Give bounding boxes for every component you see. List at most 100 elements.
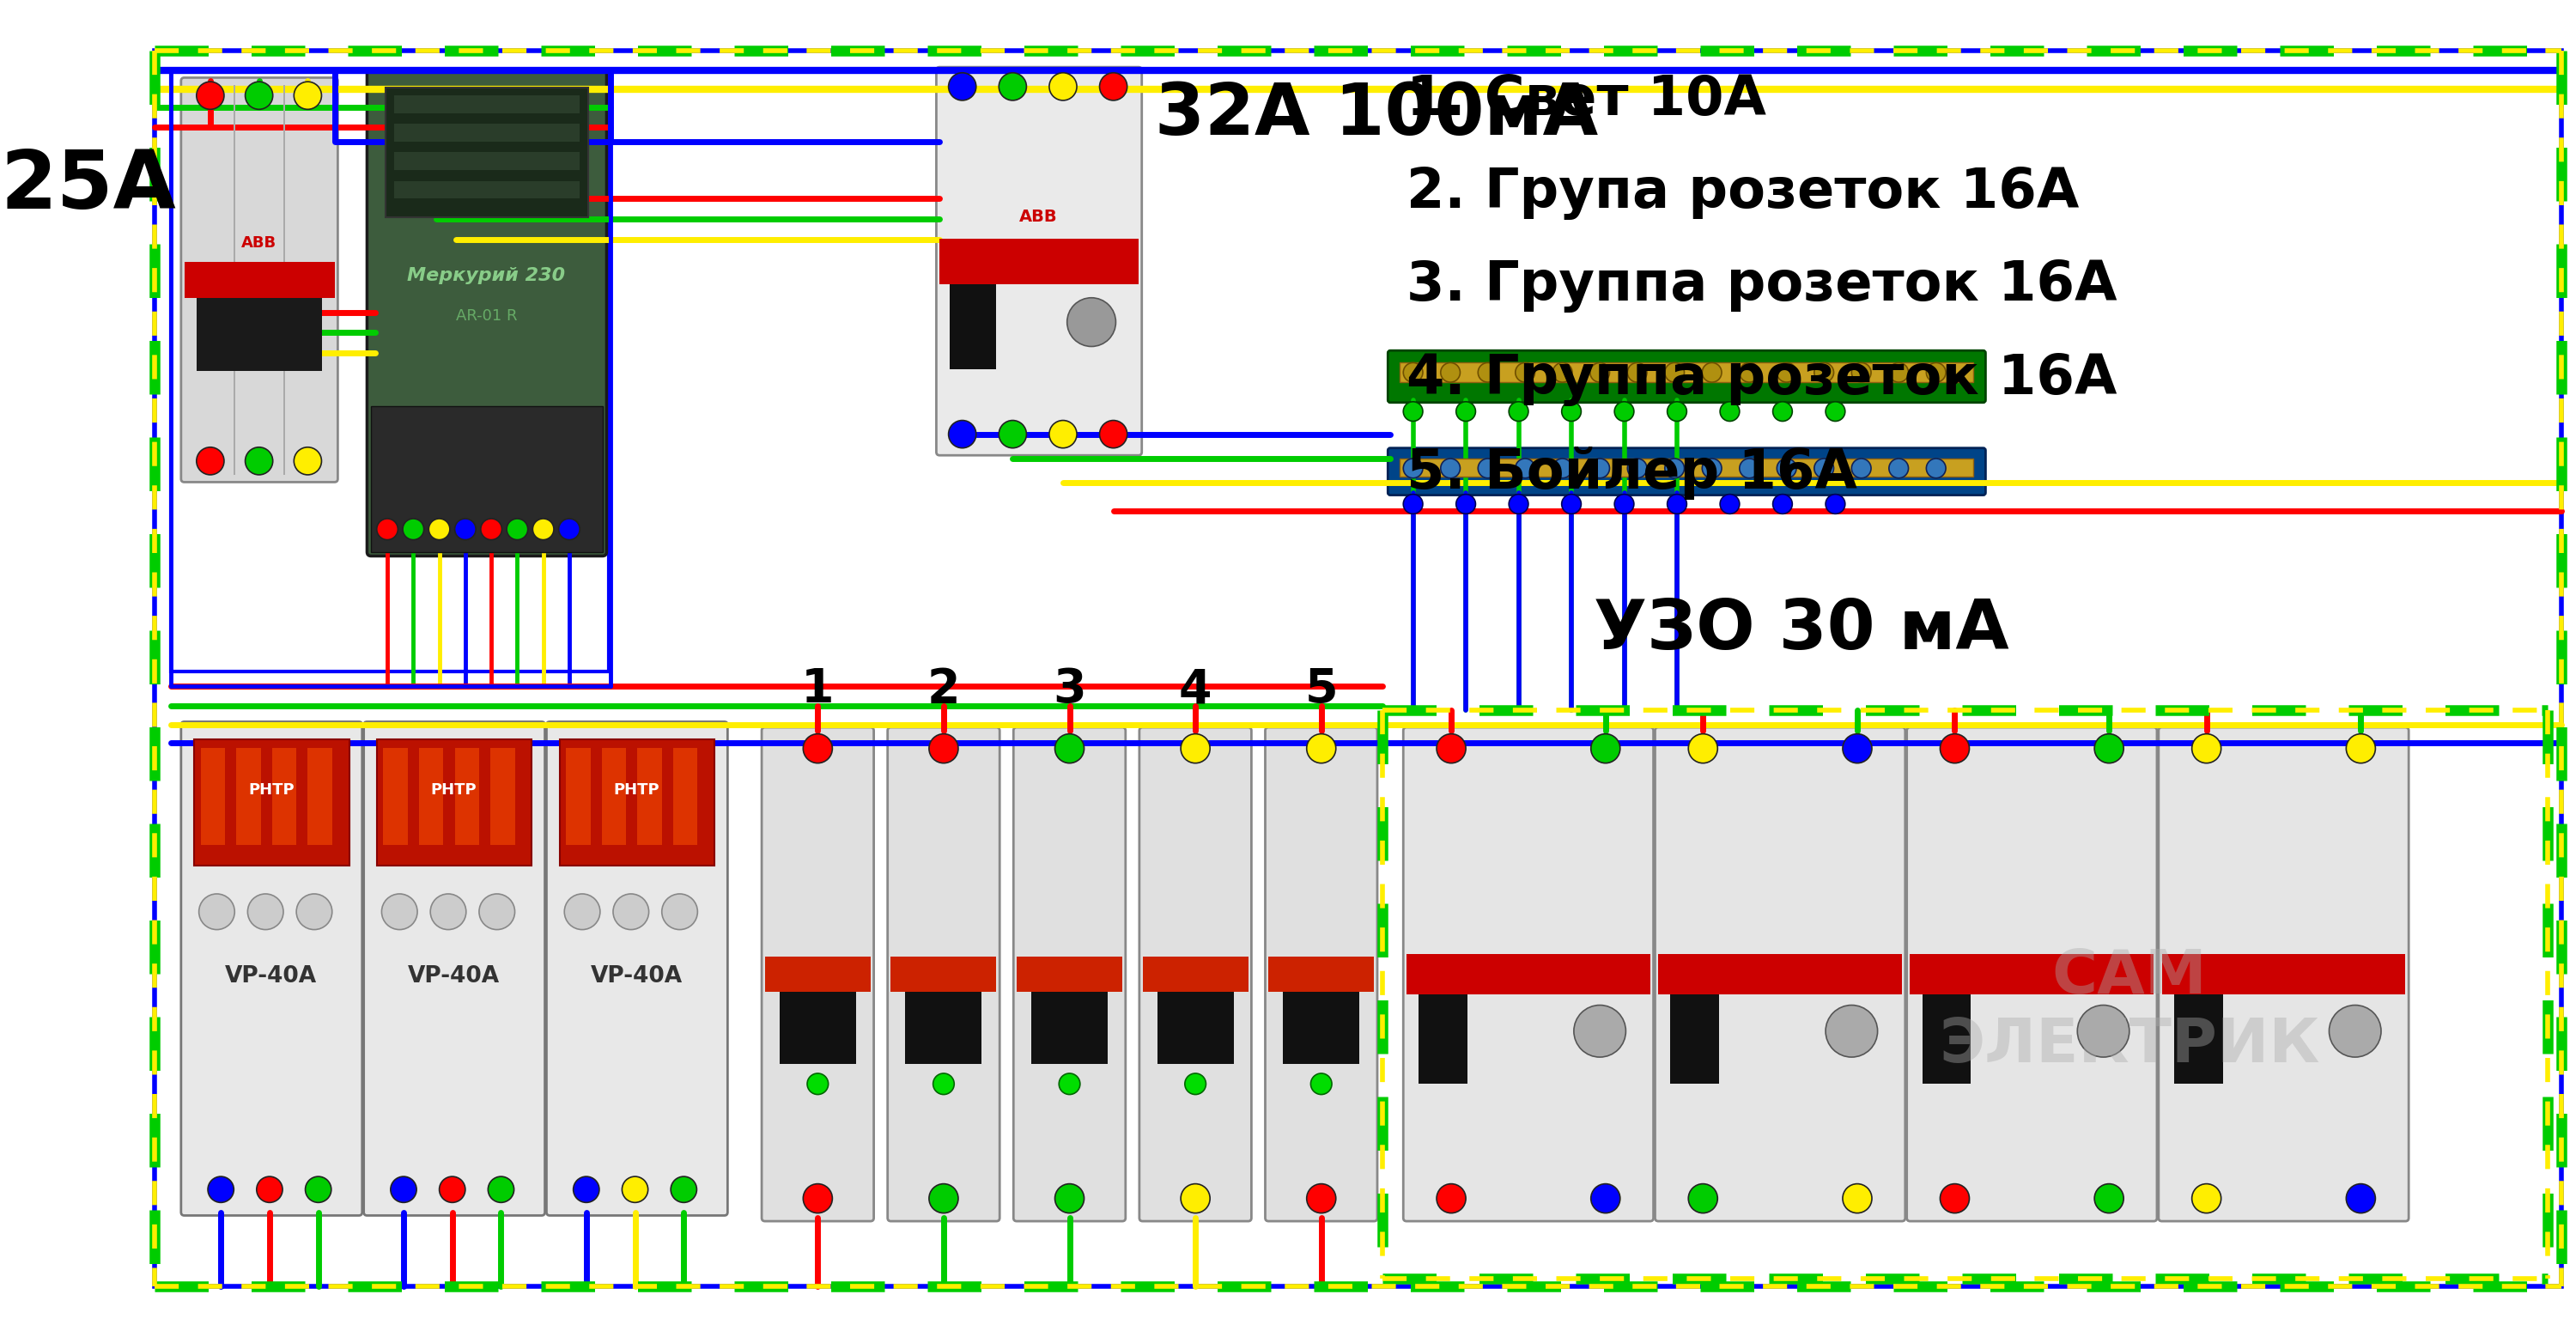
Circle shape [1180,1183,1211,1213]
Circle shape [1615,401,1633,421]
Circle shape [428,519,451,540]
Circle shape [1404,362,1422,382]
Circle shape [1440,362,1461,382]
Bar [307,747,332,845]
Circle shape [1927,362,1945,382]
Bar [636,747,662,845]
Circle shape [1721,401,1739,421]
Circle shape [1404,459,1422,479]
Circle shape [930,734,958,763]
Text: РНТР: РНТР [430,782,477,798]
Circle shape [2192,1183,2221,1213]
Circle shape [507,519,528,540]
Circle shape [559,519,580,540]
Circle shape [1100,72,1128,100]
Text: 4. Группа розеток 16А: 4. Группа розеток 16А [1406,353,2117,406]
Bar [951,283,997,369]
Circle shape [948,72,976,100]
Text: 2: 2 [927,666,961,713]
Text: 5: 5 [1303,666,1337,713]
FancyBboxPatch shape [889,727,999,1221]
Circle shape [1479,459,1497,479]
Circle shape [1437,1183,1466,1213]
Circle shape [1056,734,1084,763]
Circle shape [1479,362,1497,382]
Circle shape [1510,401,1528,421]
Circle shape [1852,362,1870,382]
Circle shape [209,1177,234,1202]
Circle shape [196,447,224,475]
Text: 32A 100мА: 32A 100мА [1154,80,1597,150]
Circle shape [2094,734,2123,763]
Circle shape [533,519,554,540]
FancyBboxPatch shape [363,722,546,1215]
Circle shape [1048,72,1077,100]
Circle shape [2329,1005,2380,1058]
Circle shape [479,894,515,929]
Text: ABB: ABB [1020,209,1059,225]
FancyBboxPatch shape [1012,727,1126,1221]
Circle shape [1703,362,1721,382]
Bar [2174,995,2223,1084]
Circle shape [2347,734,2375,763]
Bar [1922,995,1971,1084]
Circle shape [1826,495,1844,513]
Bar [765,956,871,992]
Circle shape [198,894,234,929]
Circle shape [1455,495,1476,513]
Circle shape [1306,1183,1337,1213]
Bar [904,992,981,1064]
FancyBboxPatch shape [1404,727,1654,1221]
Circle shape [487,1177,515,1202]
Circle shape [1066,298,1115,346]
Circle shape [1687,734,1718,763]
Circle shape [294,447,322,475]
Circle shape [1311,1074,1332,1095]
Bar [603,747,626,845]
Bar [1419,995,1468,1084]
Bar [420,747,443,845]
Circle shape [1100,420,1128,448]
Bar [1283,992,1360,1064]
Circle shape [1940,1183,1968,1213]
Circle shape [1056,1183,1084,1213]
Circle shape [574,1177,600,1202]
Circle shape [1739,362,1759,382]
Bar [394,95,580,114]
Bar [394,124,580,142]
FancyBboxPatch shape [180,722,363,1215]
Circle shape [1888,362,1909,382]
Circle shape [1404,495,1422,513]
Bar [1399,459,1973,476]
Bar [371,405,603,552]
FancyBboxPatch shape [1139,727,1252,1221]
Bar [394,152,580,170]
Circle shape [1553,459,1571,479]
Bar [2161,955,2406,995]
Circle shape [1814,362,1834,382]
Circle shape [1842,1183,1873,1213]
FancyBboxPatch shape [366,68,605,556]
Circle shape [933,1074,953,1095]
Bar [394,180,580,199]
Circle shape [1852,459,1870,479]
Circle shape [245,82,273,110]
Text: 1: 1 [801,666,835,713]
Circle shape [1777,362,1795,382]
Text: 5. Бойлер 16А: 5. Бойлер 16А [1406,447,1857,500]
Circle shape [613,894,649,929]
Circle shape [999,420,1025,448]
Circle shape [247,894,283,929]
Circle shape [1440,459,1461,479]
Bar [170,71,608,671]
Text: 25A: 25A [0,147,175,226]
Circle shape [1826,1005,1878,1058]
Circle shape [1185,1074,1206,1095]
Bar [1399,362,1973,382]
Circle shape [1772,401,1793,421]
Circle shape [1574,1005,1625,1058]
Circle shape [621,1177,649,1202]
Bar [1157,992,1234,1064]
Text: 3: 3 [1054,666,1087,713]
FancyBboxPatch shape [1265,727,1378,1221]
